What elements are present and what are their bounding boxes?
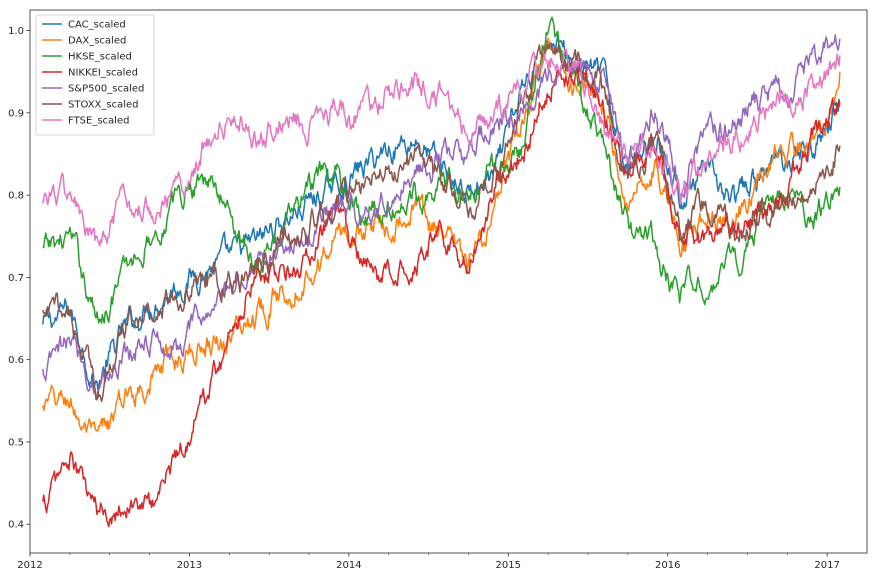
series-line-ftse-scaled [42, 48, 841, 247]
y-tick-label: 0.7 [8, 273, 24, 284]
y-tick-label: 0.4 [8, 520, 24, 531]
legend-label-ftse-scaled: FTSE_scaled [68, 116, 129, 127]
axes-layer: 0.4 0.5 0.6 0.7 0.8 0.9 1.0 2012 2013 2014 2015 201… [8, 26, 840, 571]
lines-layer [42, 16, 841, 528]
legend-label-stoxx-scaled: STOXX_scaled [68, 100, 139, 111]
y-tick-label: 0.9 [8, 108, 24, 119]
legend: CAC_scaled DAX_scaled HKSE_scaled NIKKEI_sc… [35, 14, 155, 136]
legend-label-hkse-scaled: HKSE_scaled [68, 52, 132, 63]
legend-label-cac-scaled: CAC_scaled [68, 20, 126, 31]
legend-label-s-p500-scaled: S&P500_scaled [68, 84, 144, 95]
y-tick-label: 0.6 [8, 355, 24, 366]
y-tick-label: 0.5 [8, 437, 24, 448]
x-tick-label: 2015 [496, 560, 521, 571]
x-tick-label: 2016 [655, 560, 680, 571]
y-tick-label: 0.8 [8, 191, 24, 202]
x-tick-label: 2017 [814, 560, 839, 571]
series-line-stoxx-scaled [42, 42, 841, 403]
series-line-nikkei-scaled [42, 67, 841, 528]
legend-label-dax-scaled: DAX_scaled [68, 36, 126, 47]
plot-frame [29, 9, 868, 554]
legend-label-nikkei-scaled: NIKKEI_scaled [68, 68, 138, 79]
x-tick-label: 2014 [336, 560, 361, 571]
legend-box [35, 14, 155, 136]
y-tick-label: 1.0 [8, 26, 24, 37]
series-line-s-p500-scaled [42, 34, 841, 399]
series-line-hkse-scaled [42, 16, 841, 324]
x-tick-label: 2013 [177, 560, 202, 571]
x-tick-label: 2012 [17, 560, 42, 571]
